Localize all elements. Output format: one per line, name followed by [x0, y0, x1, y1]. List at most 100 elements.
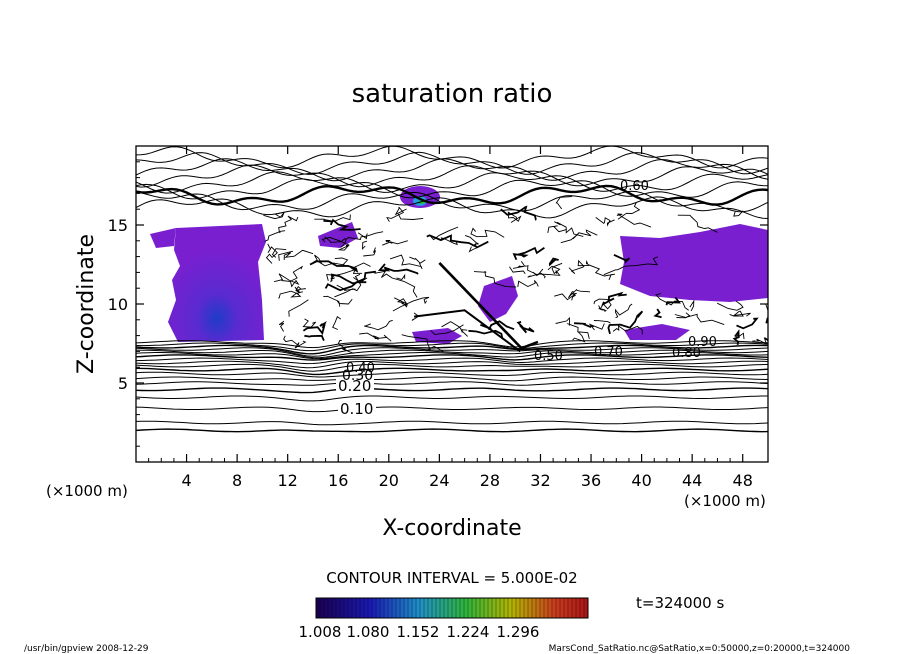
contour-line: [752, 338, 768, 345]
contour-line: [677, 214, 718, 233]
colorbar-ticks: 1.008 1.080 1.152 1.224 1.296: [299, 623, 540, 641]
colorbar-tick-label: 1.152: [397, 623, 440, 641]
contour-labels: 0.10 0.20 0.30 0.40 0.50 0.60 0.70 0.80 …: [336, 179, 717, 418]
contour-line: [548, 257, 559, 267]
contour-line: [136, 184, 768, 206]
contour-line: [413, 309, 521, 353]
contour-line: [394, 297, 409, 308]
contour-line: [441, 321, 469, 337]
contour-line: [607, 310, 644, 335]
contour-line: [429, 226, 459, 241]
contour-line: [136, 395, 768, 402]
contour-line: [574, 322, 592, 328]
x-tick-label: 8: [232, 471, 242, 490]
contour-line: [674, 313, 725, 326]
y-unit-label: (×1000 m): [46, 482, 128, 500]
contour-line: [136, 349, 768, 359]
contour-line: [389, 254, 426, 270]
contour-line: [567, 323, 590, 340]
time-label: t=324000 s: [636, 594, 724, 612]
contour-line: [507, 211, 522, 223]
contour-line: [278, 215, 299, 233]
contour-line: [473, 270, 517, 288]
filled-region: [318, 222, 358, 248]
x-unit-label: (×1000 m): [684, 492, 766, 510]
filled-region: [478, 276, 518, 322]
contour-line: [734, 332, 745, 340]
contour-line: [361, 240, 368, 250]
contour-line: [136, 352, 768, 360]
x-tick-label: 28: [480, 471, 500, 490]
contour-line: [616, 213, 652, 228]
x-tick-label: 48: [733, 471, 753, 490]
contour-line: [382, 240, 408, 246]
contour-line: [763, 337, 768, 344]
x-tick-label: 36: [581, 471, 601, 490]
contour-label: 0.10: [340, 400, 373, 418]
contour-line: [568, 259, 590, 275]
contour-line: [353, 273, 361, 282]
contour-line: [136, 381, 768, 386]
contour-line: [464, 234, 479, 245]
contour-label: 0.50: [534, 349, 563, 364]
contour-interval: CONTOUR INTERVAL = 5.000E-02: [326, 569, 577, 587]
contour-line: [298, 288, 306, 294]
colorbar-tick-label: 1.008: [299, 623, 342, 641]
contour-line: [689, 299, 695, 312]
contour-line: [555, 196, 573, 210]
contour-line: [357, 232, 368, 240]
contour-line: [653, 308, 662, 319]
contour-line: [468, 329, 504, 340]
contour-line: [601, 291, 627, 307]
contour-line: [554, 292, 578, 301]
contour-line: [136, 347, 768, 357]
contour-line: [520, 261, 544, 276]
contour-line: [440, 237, 458, 246]
contour-line: [136, 360, 768, 369]
contour-line: [527, 270, 561, 278]
contour-line: [655, 293, 689, 311]
contour-line: [426, 234, 489, 249]
contour-line: [517, 280, 539, 288]
contour-line: [332, 316, 342, 330]
contour-label: 0.20: [338, 377, 371, 395]
footer-left: /usr/bin/gpview 2008-12-29: [24, 644, 149, 654]
x-tick-label: 20: [379, 471, 399, 490]
x-axis-label: X-coordinate: [382, 516, 521, 541]
contour-line: [572, 331, 586, 343]
contour-label: 0.90: [688, 335, 717, 350]
contour-line: [336, 284, 356, 291]
contour-line: [136, 376, 768, 382]
contour-line: [547, 262, 563, 275]
y-tick-label: 15: [108, 216, 128, 235]
contour-label: 0.80: [672, 346, 701, 361]
contour-line: [593, 298, 612, 310]
footer-right: MarsCond_SatRatio.nc@SatRatio,x=0:50000,…: [549, 644, 851, 654]
contour-line: [136, 151, 768, 175]
contour-label: 0.70: [594, 345, 623, 360]
contour-line: [593, 320, 611, 324]
contour-line: [359, 332, 392, 342]
contour-line: [136, 354, 768, 361]
contour-line: [509, 266, 526, 274]
contour-line: [273, 273, 300, 288]
contour-line: [136, 146, 768, 169]
x-tick-label: 44: [682, 471, 702, 490]
contour-line: [585, 259, 615, 281]
colorbar: [315, 597, 589, 619]
contour-line: [136, 357, 768, 365]
contour-line: [136, 190, 768, 213]
contour-line: [614, 303, 633, 319]
x-tick-label: 12: [278, 471, 298, 490]
contour-line: [397, 213, 424, 220]
contour-line: [374, 270, 418, 298]
contour-label: 0.60: [620, 179, 649, 194]
y-axis-label: Z-coordinate: [74, 234, 99, 374]
contour-line: [265, 243, 278, 264]
contour-label: 0.30: [342, 368, 373, 384]
contour-line: [512, 246, 545, 261]
y-tick-label: 5: [118, 374, 128, 393]
contour-line: [345, 231, 384, 241]
contour-line: [283, 335, 307, 349]
